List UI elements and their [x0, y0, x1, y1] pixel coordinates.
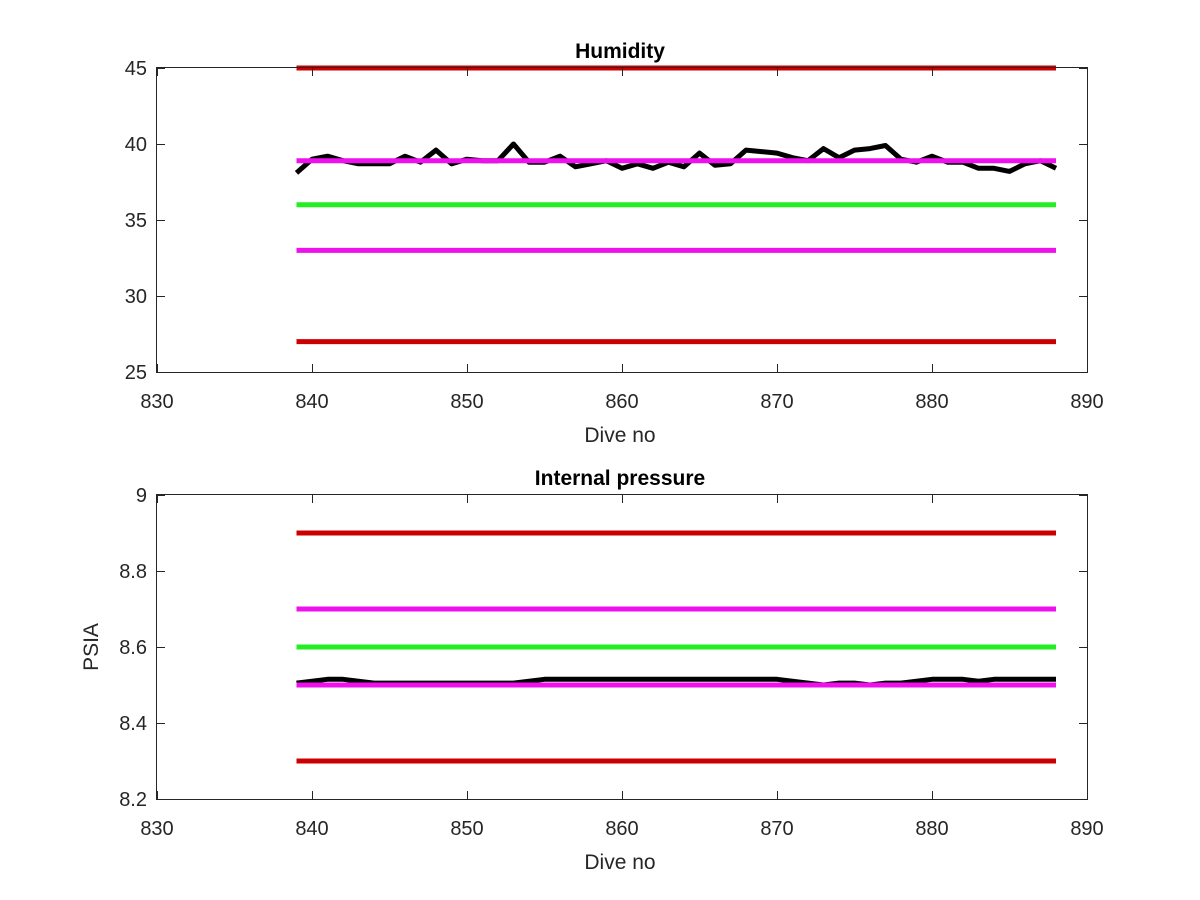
chart-title: Internal pressure [535, 467, 705, 490]
x-axis-label: Dive no [584, 424, 655, 447]
chart-title: Humidity [575, 40, 665, 63]
axes-box [156, 67, 1088, 373]
x-tick-label: 880 [915, 391, 948, 413]
y-tick-label: 30 [125, 286, 147, 308]
humidity-subplot: Humidity 830 840 850 860 870 880 890 25 30 35 40 45… [125, 40, 1104, 447]
y-tick-label: 8.2 [119, 789, 147, 811]
x-tick-label: 840 [295, 818, 328, 840]
x-tick-label: 860 [605, 391, 638, 413]
y-tick-label: 8.8 [119, 561, 147, 583]
y-tick-label: 8.4 [119, 713, 147, 735]
series-layer [296, 530, 1056, 764]
x-tick-label: 830 [140, 391, 173, 413]
y-tick-label: 40 [125, 134, 147, 156]
x-tick-label: 880 [915, 818, 948, 840]
x-tick-label: 870 [760, 391, 793, 413]
y-tick-label: 8.6 [119, 637, 147, 659]
y-tick-label: 9 [136, 485, 147, 507]
y-tick-label: 35 [125, 210, 147, 232]
axes-box [156, 494, 1088, 800]
x-tick-label: 830 [140, 818, 173, 840]
ticks-layer: 830 840 850 860 870 880 890 25 30 35 40 45 [125, 58, 1104, 413]
x-tick-label: 890 [1070, 818, 1103, 840]
ticks-layer: 830 840 850 860 870 880 890 8.2 8.4 8.6 8.8 9 [119, 485, 1104, 840]
x-tick-label: 840 [295, 391, 328, 413]
x-axis-label: Dive no [584, 851, 655, 874]
x-tick-label: 870 [760, 818, 793, 840]
series-layer [294, 65, 1058, 345]
y-axis-label: PSIA [80, 623, 103, 671]
internal-pressure-subplot: Internal pressure 830 840 850 860 870 880 8908… [80, 467, 1104, 874]
x-tick-label: 850 [450, 818, 483, 840]
y-tick-label: 45 [125, 58, 147, 80]
y-tick-label: 25 [125, 362, 147, 384]
x-tick-label: 860 [605, 818, 638, 840]
x-tick-label: 850 [450, 391, 483, 413]
x-tick-label: 890 [1070, 391, 1103, 413]
